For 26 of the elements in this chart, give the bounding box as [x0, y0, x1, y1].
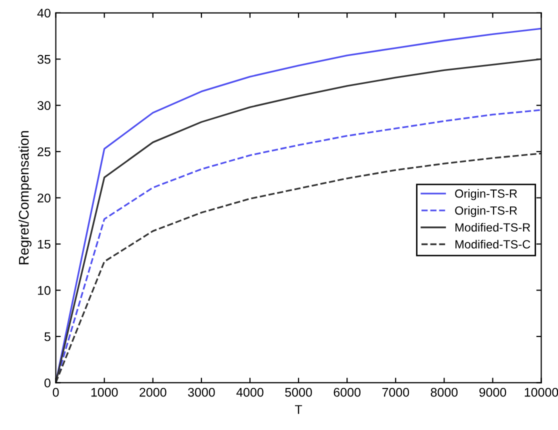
y-tick-label: 10 [38, 286, 50, 295]
y-tick-label: 25 [38, 147, 50, 156]
x-tick-label: 2000 [140, 388, 166, 397]
x-tick-label: 8000 [430, 388, 458, 397]
y-tick-label: 0 [44, 378, 50, 388]
x-tick-label: 3000 [188, 388, 215, 397]
x-tick-label: 0 [52, 388, 59, 397]
x-tick-label: 10000 [524, 388, 558, 397]
x-tick-label: 6000 [334, 388, 360, 397]
x-axis-title: T [294, 405, 302, 414]
y-tick-label: 5 [44, 332, 50, 342]
legend-label: Modified-TS-C [456, 240, 530, 249]
y-tick-label: 35 [38, 54, 50, 64]
legend-label: Origin-TS-R [455, 206, 517, 218]
x-tick-label: 4000 [236, 388, 264, 397]
y-tick-label: 40 [37, 8, 50, 18]
legend-label: Modified-TS-R [456, 222, 530, 232]
x-tick-label: 9000 [479, 388, 506, 397]
y-tick-label: 15 [38, 240, 50, 249]
y-axis-title: Regret/Compensation [18, 131, 32, 264]
y-tick-label: 30 [38, 101, 50, 110]
x-tick-label: 5000 [285, 388, 312, 397]
y-tick-label: 20 [38, 194, 50, 202]
legend-label: Origin-TS-R [455, 189, 517, 200]
x-tick-label: 7000 [382, 388, 410, 397]
x-tick-label: 1000 [91, 388, 118, 397]
